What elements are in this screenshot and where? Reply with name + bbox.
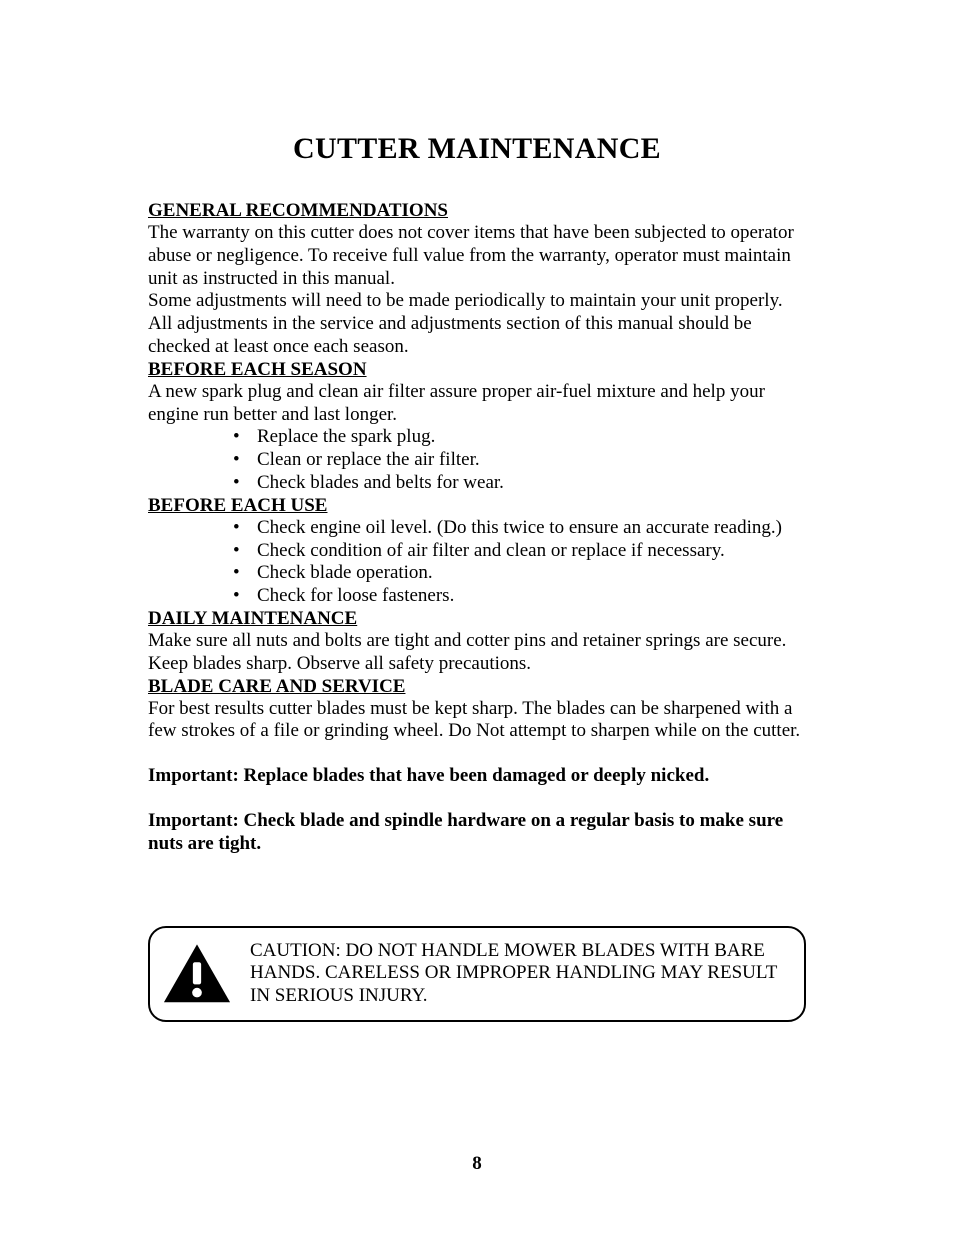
list-item: Check blades and belts for wear.	[233, 472, 806, 495]
heading-daily: DAILY MAINTENANCE	[148, 608, 806, 630]
list-item: Replace the spark plug.	[233, 426, 806, 449]
important-note-1: Important: Replace blades that have been…	[148, 765, 806, 788]
general-p3: All adjustments in the service and adjus…	[148, 313, 806, 359]
page-title: CUTTER MAINTENANCE	[148, 132, 806, 166]
heading-blade: BLADE CARE AND SERVICE	[148, 676, 806, 698]
page-number: 8	[0, 1153, 954, 1175]
document-page: CUTTER MAINTENANCE GENERAL RECOMMENDATIO…	[0, 0, 954, 1235]
general-p2: Some adjustments will need to be made pe…	[148, 290, 806, 313]
daily-p1: Make sure all nuts and bolts are tight a…	[148, 630, 806, 676]
list-item: Check blade operation.	[233, 562, 806, 585]
before-use-list: Check engine oil level. (Do this twice t…	[148, 517, 806, 608]
general-p1: The warranty on this cutter does not cov…	[148, 222, 806, 290]
warning-triangle-icon	[162, 943, 232, 1005]
heading-general: GENERAL RECOMMENDATIONS	[148, 200, 806, 222]
blade-p1: For best results cutter blades must be k…	[148, 698, 806, 744]
list-item: Clean or replace the air filter.	[233, 449, 806, 472]
list-item: Check condition of air filter and clean …	[233, 540, 806, 563]
caution-box: CAUTION: DO NOT HANDLE MOWER BLADES WITH…	[148, 926, 806, 1022]
important-note-2: Important: Check blade and spindle hardw…	[148, 810, 806, 856]
heading-before-season: BEFORE EACH SEASON	[148, 359, 806, 381]
before-season-intro: A new spark plug and clean air filter as…	[148, 381, 806, 427]
list-item: Check engine oil level. (Do this twice t…	[233, 517, 806, 540]
caution-text: CAUTION: DO NOT HANDLE MOWER BLADES WITH…	[250, 940, 786, 1008]
list-item: Check for loose fasteners.	[233, 585, 806, 608]
heading-before-use: BEFORE EACH USE	[148, 495, 806, 517]
before-season-list: Replace the spark plug. Clean or replace…	[148, 426, 806, 494]
